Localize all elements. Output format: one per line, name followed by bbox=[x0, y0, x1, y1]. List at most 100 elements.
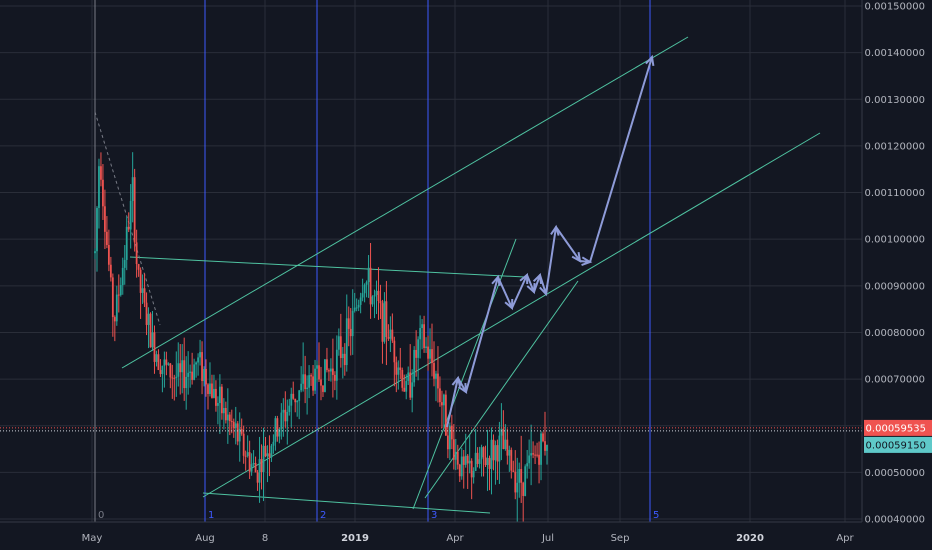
candle-body bbox=[446, 435, 449, 450]
candle-body bbox=[532, 453, 535, 455]
candle-body bbox=[147, 313, 150, 325]
candle-body bbox=[157, 354, 160, 371]
candle-body bbox=[304, 374, 307, 390]
candle-body bbox=[419, 328, 422, 340]
candle-body bbox=[260, 459, 263, 473]
candle-body bbox=[339, 336, 342, 359]
time-tick-label: 2019 bbox=[341, 533, 369, 544]
candle-body bbox=[262, 445, 265, 473]
candle-body bbox=[466, 455, 469, 464]
price-axis[interactable]: 0.000400000.000500000.000600000.00070000… bbox=[865, 2, 925, 526]
candle-body bbox=[365, 282, 368, 285]
arrowhead bbox=[491, 274, 501, 287]
candle-body bbox=[179, 363, 182, 373]
candle-body bbox=[193, 364, 196, 380]
candle-body bbox=[498, 435, 501, 462]
candle-body bbox=[145, 302, 148, 325]
fib-time-label: 3 bbox=[431, 510, 437, 521]
candle-body bbox=[450, 425, 453, 440]
time-axis-panel[interactable] bbox=[0, 522, 862, 550]
grid bbox=[0, 0, 862, 522]
candle-body bbox=[444, 394, 447, 436]
candle-body bbox=[139, 269, 142, 293]
candle-body bbox=[518, 468, 521, 483]
candle-body bbox=[536, 454, 538, 456]
candle-body bbox=[357, 304, 360, 308]
candle-body bbox=[512, 470, 515, 472]
candle-body bbox=[458, 464, 461, 477]
channel-line bbox=[129, 256, 526, 278]
candle-body bbox=[383, 301, 386, 342]
candle-body bbox=[228, 414, 231, 422]
channel-line bbox=[121, 36, 689, 369]
candle-body bbox=[151, 332, 154, 348]
candle-body bbox=[496, 445, 499, 462]
candle-body bbox=[123, 259, 126, 268]
candle-body bbox=[425, 346, 427, 348]
channel-lines bbox=[94, 36, 821, 514]
price-tick-label: 0.00130000 bbox=[865, 95, 925, 106]
arrowhead bbox=[519, 272, 529, 285]
candle-body bbox=[423, 324, 425, 348]
candle-body bbox=[488, 457, 491, 469]
candle-body bbox=[454, 451, 457, 460]
candle-body bbox=[173, 377, 176, 379]
candle-body bbox=[534, 454, 536, 456]
candle-body bbox=[544, 441, 546, 451]
candle-body bbox=[282, 409, 285, 413]
time-tick-label: 2020 bbox=[736, 533, 764, 544]
candles bbox=[94, 152, 548, 526]
price-tick-label: 0.00100000 bbox=[865, 235, 925, 246]
candle-body bbox=[230, 421, 233, 423]
candle-body bbox=[149, 313, 152, 348]
candle-body bbox=[98, 166, 100, 208]
time-axis[interactable]: May Aug 8 2019 Apr Jul Sep 2020 Apr bbox=[82, 533, 855, 544]
candle-body bbox=[324, 359, 326, 392]
candle-body bbox=[508, 449, 511, 456]
candle-body bbox=[331, 368, 334, 375]
candle-body bbox=[462, 456, 465, 465]
candle-body bbox=[403, 387, 406, 392]
candle-body bbox=[236, 423, 239, 442]
second-price-value: 0.00059150 bbox=[866, 440, 926, 451]
candle-body bbox=[191, 371, 194, 380]
candle-body bbox=[175, 376, 178, 378]
candle-body bbox=[177, 363, 180, 377]
candle-body bbox=[540, 433, 542, 465]
time-tick-label: Apr bbox=[836, 533, 854, 544]
candle-body bbox=[121, 267, 124, 286]
candle-body bbox=[391, 329, 394, 341]
candle-body bbox=[468, 460, 471, 464]
candle-body bbox=[232, 421, 235, 428]
fib-time-zones: 0 1 2 3 5 bbox=[94, 0, 659, 522]
candle-body bbox=[137, 264, 140, 270]
candle-body bbox=[470, 460, 473, 478]
candle-body bbox=[181, 360, 184, 373]
candle-body bbox=[268, 453, 271, 458]
candle-body bbox=[516, 482, 519, 493]
projection-arrows bbox=[446, 54, 655, 428]
time-tick-label: Apr bbox=[446, 533, 464, 544]
candle-body bbox=[248, 452, 251, 472]
candle-body bbox=[133, 177, 136, 243]
candle-body bbox=[415, 349, 418, 358]
candle-body bbox=[270, 445, 273, 458]
candle-body bbox=[107, 244, 110, 265]
candle-body bbox=[353, 307, 356, 311]
candle-body bbox=[421, 324, 423, 329]
candle-body bbox=[119, 285, 122, 296]
candle-body bbox=[96, 207, 98, 252]
price-tick-label: 0.00140000 bbox=[865, 48, 925, 59]
candle-body bbox=[254, 462, 257, 473]
candle-body bbox=[443, 394, 445, 406]
candle-body bbox=[330, 368, 332, 372]
arrowhead bbox=[645, 54, 655, 67]
candle-body bbox=[405, 380, 408, 392]
candle-body bbox=[320, 379, 322, 386]
candle-body bbox=[117, 294, 120, 296]
candle-body bbox=[197, 357, 199, 363]
candle-body bbox=[504, 439, 507, 449]
candle-body bbox=[399, 367, 402, 370]
candle-body bbox=[328, 370, 330, 372]
